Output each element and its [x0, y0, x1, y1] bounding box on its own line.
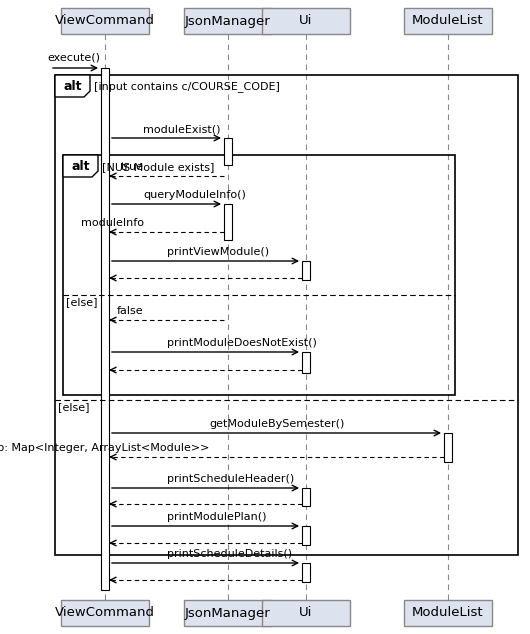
- Bar: [302, 352, 310, 373]
- Text: printScheduleDetails(): printScheduleDetails(): [167, 549, 292, 559]
- Bar: [302, 261, 310, 280]
- Bar: [101, 68, 109, 590]
- Text: modulesBySemMap: Map<Integer, ArrayList<Module>>: modulesBySemMap: Map<Integer, ArrayList<…: [0, 443, 209, 453]
- Text: [input contains c/COURSE_CODE]: [input contains c/COURSE_CODE]: [94, 82, 280, 93]
- Text: alt: alt: [71, 160, 90, 172]
- Bar: [224, 204, 232, 240]
- Text: getModuleBySemester(): getModuleBySemester(): [209, 419, 345, 429]
- Bar: [302, 526, 310, 545]
- Bar: [61, 8, 149, 34]
- Text: printModulePlan(): printModulePlan(): [167, 512, 267, 522]
- Text: moduleExist(): moduleExist(): [144, 124, 221, 134]
- Bar: [302, 488, 310, 506]
- Text: false: false: [117, 306, 144, 316]
- Text: true: true: [120, 162, 144, 172]
- Text: execute(): execute(): [47, 53, 100, 63]
- Text: JsonManager: JsonManager: [185, 15, 271, 27]
- Text: [else]: [else]: [58, 402, 90, 412]
- Text: ModuleList: ModuleList: [412, 607, 484, 619]
- Bar: [302, 563, 310, 582]
- Bar: [404, 8, 492, 34]
- Bar: [184, 8, 272, 34]
- Text: alt: alt: [63, 79, 82, 93]
- Text: printModuleDoesNotExist(): printModuleDoesNotExist(): [167, 338, 317, 348]
- Bar: [55, 75, 518, 555]
- Bar: [444, 433, 452, 462]
- Bar: [262, 600, 350, 626]
- Text: queryModuleInfo(): queryModuleInfo(): [144, 190, 246, 200]
- Text: printViewModule(): printViewModule(): [167, 247, 269, 257]
- Text: [NUS Module exists]: [NUS Module exists]: [102, 162, 214, 172]
- Bar: [184, 600, 272, 626]
- Text: printScheduleHeader(): printScheduleHeader(): [167, 474, 294, 484]
- Polygon shape: [55, 75, 90, 97]
- Text: moduleInfo: moduleInfo: [81, 218, 144, 228]
- Text: JsonManager: JsonManager: [185, 607, 271, 619]
- Text: [else]: [else]: [66, 297, 98, 307]
- Text: ViewCommand: ViewCommand: [55, 607, 155, 619]
- Text: Ui: Ui: [299, 15, 313, 27]
- Bar: [262, 8, 350, 34]
- Text: ViewCommand: ViewCommand: [55, 15, 155, 27]
- Bar: [224, 138, 232, 165]
- Text: Ui: Ui: [299, 607, 313, 619]
- Text: ModuleList: ModuleList: [412, 15, 484, 27]
- Bar: [404, 600, 492, 626]
- Bar: [63, 155, 455, 395]
- Bar: [61, 600, 149, 626]
- Polygon shape: [63, 155, 98, 177]
